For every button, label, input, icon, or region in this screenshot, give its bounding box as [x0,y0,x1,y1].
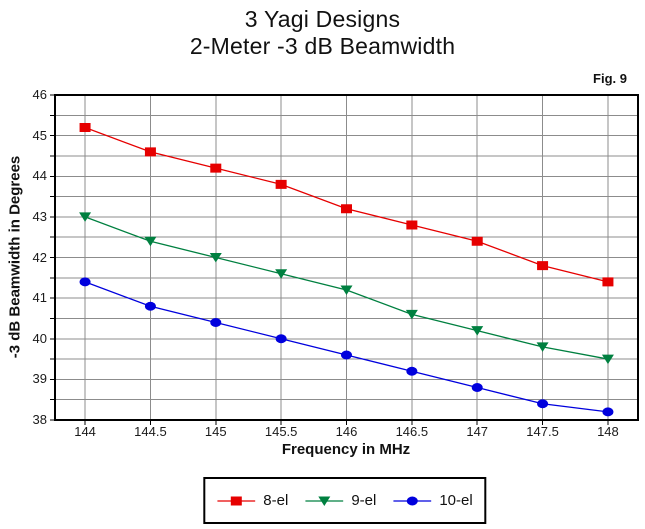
y-tick-label: 45 [32,127,47,143]
y-tick-label: 41 [32,290,47,306]
legend-marker-circle-icon [393,496,432,505]
x-tick-label: 146.5 [395,424,429,439]
legend-marker-shape [230,496,242,505]
data-point-8-el [79,123,91,132]
data-point-10-el [144,301,156,311]
data-point-9-el [340,285,353,295]
legend-marker-triangle-down-icon [305,496,344,506]
y-tick-label: 43 [32,208,47,224]
data-point-10-el [275,334,287,344]
data-point-8-el [602,277,614,287]
y-tick-label: 46 [32,87,47,102]
data-point-10-el [406,366,418,376]
legend-item-8-el: 8-el [217,492,288,509]
x-tick-label: 145 [204,424,227,439]
y-tick-label: 42 [32,249,47,265]
figure-number-label: Fig. 9 [593,71,627,86]
data-point-10-el [602,407,614,417]
y-tick-label: 39 [32,371,47,387]
x-tick-label: 144.5 [134,424,167,439]
data-point-8-el [210,163,222,173]
x-tick-label: 147.5 [526,424,559,439]
data-point-10-el [79,277,91,287]
legend: 8-el 9-el 10-el [203,477,487,524]
y-tick-label: 38 [32,412,47,427]
data-point-8-el [341,204,352,214]
data-point-10-el [341,350,352,360]
data-point-8-el [537,261,549,271]
y-tick-label: 44 [32,168,47,184]
data-point-8-el [471,236,483,246]
data-point-9-el [601,354,614,365]
x-tick-label: 148 [597,424,619,439]
data-point-10-el [471,383,483,392]
data-point-9-el [144,236,157,247]
chart-title: 3 Yagi Designs [244,6,401,32]
x-axis-title: Frequency in MHz [281,441,411,458]
x-tick-label: 147 [466,424,489,439]
data-point-8-el [406,220,418,230]
data-point-9-el [405,309,418,320]
legend-item-10-el: 10-el [393,492,473,509]
plot-area [50,94,639,425]
data-point-9-el [79,212,92,222]
data-point-9-el [471,326,484,336]
data-point-9-el [536,342,549,352]
data-point-10-el [210,318,222,327]
x-tick-label: 144 [74,424,96,439]
data-point-10-el [537,399,549,409]
y-tick-label: 40 [32,330,47,346]
x-tick-label: 145.5 [264,424,298,439]
chart-subtitle: 2-Meter -3 dB Beamwidth [189,33,456,59]
data-point-8-el [144,147,156,157]
legend-marker-shape [406,496,418,505]
legend-marker-shape [318,496,331,506]
legend-label: 10-el [439,492,473,509]
legend-label: 8-el [263,492,289,509]
legend-marker-square-icon [217,496,256,505]
data-point-9-el [275,269,288,279]
data-point-8-el [275,179,287,189]
legend-label: 9-el [351,492,377,509]
x-tick-label: 146 [335,424,358,439]
data-point-9-el [209,253,222,263]
plot-frame [54,94,639,421]
legend-item-9-el: 9-el [305,492,376,509]
